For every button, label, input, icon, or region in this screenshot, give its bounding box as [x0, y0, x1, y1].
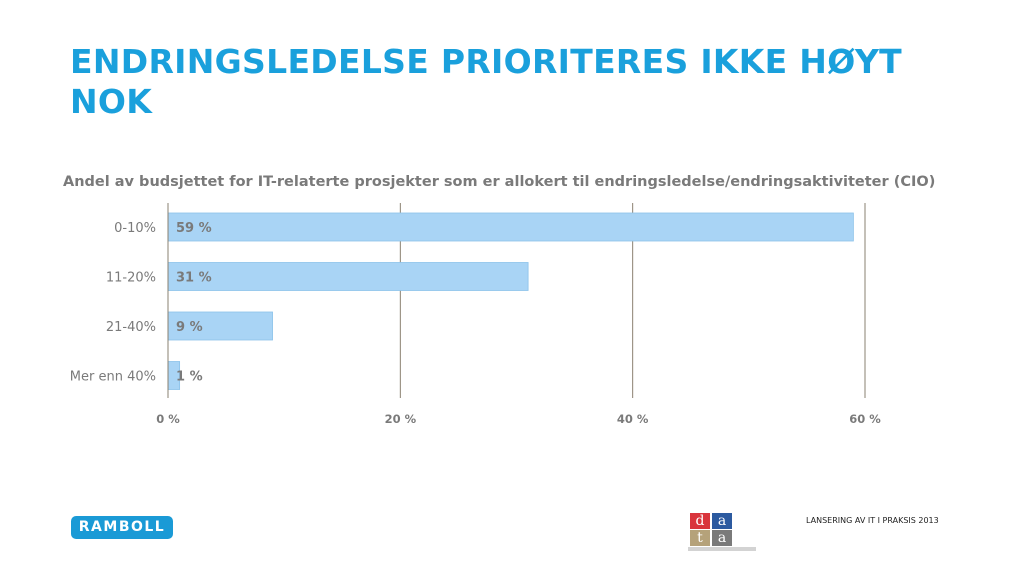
- data-logo-tile-d: d: [690, 513, 710, 529]
- bar-0: [167, 212, 854, 242]
- data-label-0: 59 %: [176, 221, 212, 236]
- x-tick-label-0: 0 %: [156, 412, 180, 426]
- footer-text: LANSERING AV IT I PRAKSIS 2013: [806, 516, 939, 525]
- x-tick-label-2: 40 %: [617, 412, 649, 426]
- category-label-2: 21-40%: [106, 320, 156, 335]
- x-tick-label-3: 60 %: [849, 412, 881, 426]
- data-logo-tile-a1: a: [712, 513, 732, 529]
- data-logo: d a t a: [688, 513, 756, 553]
- data-logo-subtext-bar: [688, 547, 756, 551]
- data-label-2: 9 %: [176, 320, 203, 335]
- data-logo-tile-a2: a: [712, 530, 732, 546]
- bar-1: [167, 262, 529, 291]
- data-logo-tile-t: t: [690, 530, 710, 546]
- category-label-1: 11-20%: [106, 271, 156, 286]
- category-label-0: 0-10%: [114, 221, 156, 236]
- data-label-1: 31 %: [176, 271, 212, 286]
- chart-title: Andel av budsjettet for IT-relaterte pro…: [63, 174, 936, 190]
- data-label-3: 1 %: [176, 370, 203, 385]
- x-tick-label-1: 20 %: [385, 412, 417, 426]
- slide-title: ENDRINGSLEDELSE PRIORITERES IKKE HØYT NO…: [70, 42, 902, 121]
- ramboll-logo: RAMBOLL: [71, 516, 173, 539]
- category-label-3: Mer enn 40%: [70, 370, 156, 385]
